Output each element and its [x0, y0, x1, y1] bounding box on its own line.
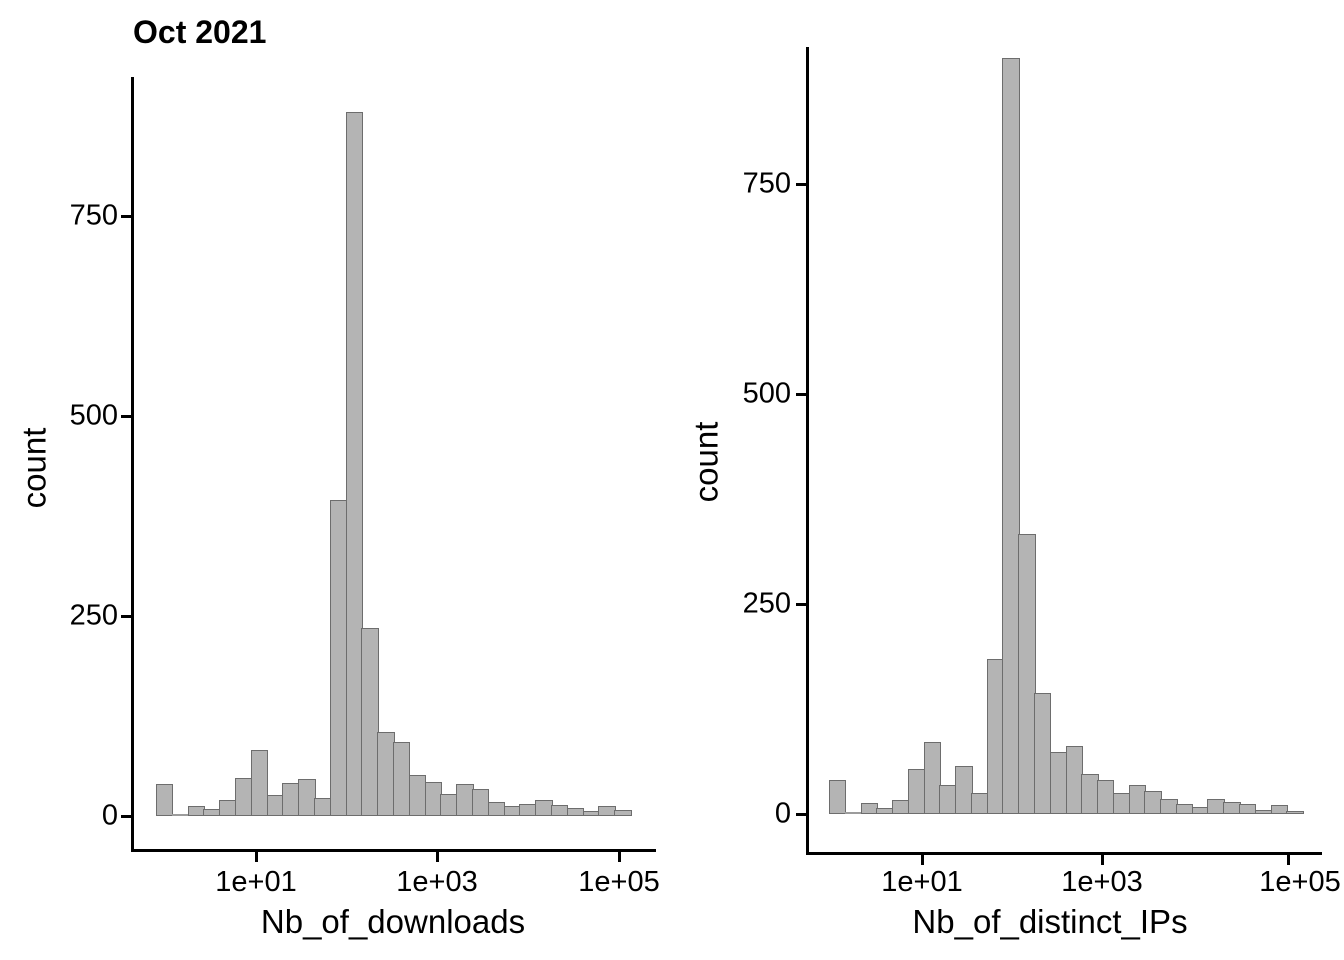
histogram-bar: [1128, 784, 1146, 814]
chart-title: Oct 2021: [133, 14, 267, 50]
histogram-bar: [1160, 798, 1178, 814]
y-tick-label: 750: [69, 199, 118, 232]
histogram-bar: [1223, 802, 1241, 814]
histogram-bar: [440, 793, 458, 816]
x-tick-label: 1e+05: [578, 866, 660, 898]
y-tick-mark: [121, 614, 131, 618]
x-tick-mark: [435, 852, 439, 862]
histogram-bar: [907, 768, 926, 814]
histogram-bar: [1286, 811, 1304, 814]
histogram-bar: [598, 806, 616, 816]
y-tick-label: 500: [69, 399, 118, 432]
histogram-bar: [329, 500, 348, 816]
histogram-bar: [393, 741, 411, 816]
x-axis-line: [131, 849, 656, 852]
histogram-bar: [377, 732, 395, 816]
y-tick-mark: [121, 214, 131, 218]
x-tick-label: 1e+05: [1259, 866, 1341, 898]
histogram-bar: [939, 784, 957, 814]
y-axis-line: [806, 47, 809, 855]
y-tick-mark: [796, 182, 806, 186]
y-tick-label: 0: [774, 797, 791, 830]
y-tick-label: 750: [742, 167, 791, 200]
histogram-bar: [535, 800, 553, 816]
histogram-bar: [219, 800, 237, 816]
histogram-bar: [1097, 779, 1115, 814]
histogram-bar: [1254, 809, 1273, 814]
histogram-bar: [829, 780, 847, 814]
y-axis-title-left: count: [15, 427, 53, 509]
y-tick-mark: [796, 392, 806, 396]
x-axis-title-left: Nb_of_downloads: [260, 903, 526, 940]
x-tick-label: 1e+01: [215, 866, 297, 898]
x-tick-mark: [920, 855, 924, 865]
histogram-bar: [970, 793, 989, 814]
histogram-bar: [314, 798, 332, 816]
histogram-bar: [986, 658, 1005, 814]
histogram-bar: [298, 779, 316, 816]
histogram-bar: [235, 778, 253, 816]
x-tick-label: 1e+03: [396, 866, 478, 898]
histogram-bar: [456, 784, 474, 816]
y-axis-title-right: count: [687, 421, 725, 503]
histogram-bar: [1239, 803, 1257, 814]
histogram-bar: [1002, 58, 1020, 814]
histogram-bar: [1270, 804, 1288, 814]
histogram-bar: [923, 741, 941, 814]
x-axis-title-right: Nb_of_distinct_IPs: [912, 903, 1188, 940]
x-tick-label: 1e+01: [881, 866, 963, 898]
histogram-bar-empty: [844, 812, 861, 814]
x-axis-line: [806, 852, 1322, 855]
histogram-bar: [1207, 798, 1225, 814]
x-tick-mark: [617, 852, 621, 862]
histogram-bar: [187, 806, 205, 816]
histogram-bar: [203, 808, 221, 816]
histogram-bar: [551, 804, 569, 816]
x-tick-label: 1e+03: [1061, 866, 1143, 898]
y-tick-mark: [121, 814, 131, 818]
histogram-bar: [266, 795, 284, 816]
y-tick-mark: [796, 602, 806, 606]
histogram-bar: [1175, 803, 1194, 814]
histogram-bar: [345, 112, 363, 816]
histogram-bar: [1018, 534, 1036, 814]
histogram-bar: [566, 808, 585, 816]
histogram-bar: [361, 628, 379, 816]
x-tick-mark: [1100, 855, 1104, 865]
histogram-bar: [955, 766, 973, 814]
histogram-bar: [1065, 745, 1083, 814]
histogram-bar-empty: [171, 814, 188, 816]
histogram-bar: [519, 804, 537, 816]
x-tick-mark: [1286, 855, 1290, 865]
histogram-bar: [156, 784, 174, 816]
y-tick-mark: [796, 812, 806, 816]
histogram-bar: [1112, 793, 1131, 814]
y-tick-label: 500: [742, 377, 791, 410]
histogram-bar: [1034, 693, 1052, 814]
y-tick-mark: [121, 414, 131, 418]
histogram-bar: [487, 802, 506, 816]
histogram-bar: [876, 808, 894, 814]
x-tick-mark: [254, 852, 258, 862]
histogram-bar: [1049, 751, 1068, 814]
histogram-bar: [282, 783, 300, 816]
histogram-bar: [1144, 791, 1162, 814]
y-tick-label: 250: [69, 599, 118, 632]
histogram-bar: [860, 803, 878, 814]
histogram-bar: [892, 799, 910, 814]
histogram-bar: [1191, 807, 1210, 814]
histogram-bar: [424, 781, 442, 816]
y-axis-line: [131, 77, 134, 852]
histogram-bar: [614, 810, 632, 816]
histogram-bar: [503, 805, 521, 816]
histogram-bar: [472, 788, 490, 816]
y-tick-label: 250: [742, 587, 791, 620]
histogram-bar: [1081, 773, 1099, 814]
histogram-bar: [250, 749, 269, 816]
histogram-bar: [582, 811, 600, 816]
histogram-bar: [408, 775, 427, 816]
y-tick-label: 0: [101, 799, 118, 832]
